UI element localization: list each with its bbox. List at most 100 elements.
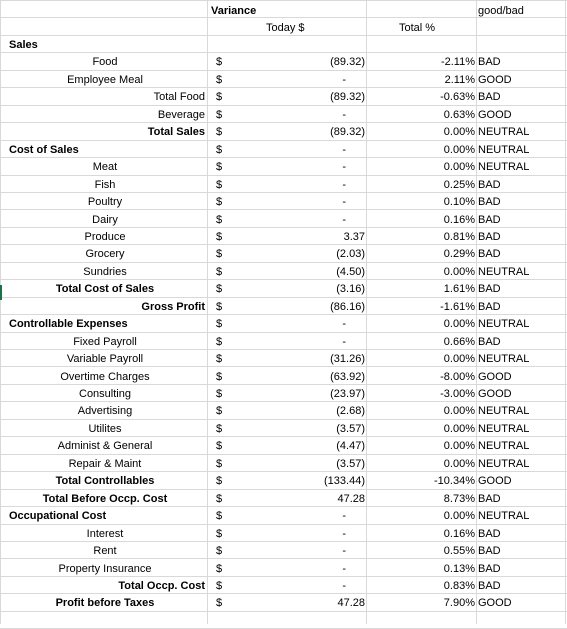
currency-symbol[interactable]: $	[216, 109, 223, 121]
status-label[interactable]	[478, 37, 563, 54]
row-label[interactable]: Total Sales	[147, 126, 205, 138]
total-percent[interactable]: 0.00%	[443, 405, 475, 417]
currency-symbol[interactable]: $	[216, 353, 223, 365]
currency-symbol[interactable]: $	[216, 231, 223, 243]
status-label[interactable]: BAD	[478, 563, 501, 575]
currency-symbol[interactable]: $	[216, 545, 223, 557]
row-label[interactable]: Property Insurance	[58, 563, 152, 575]
total-percent[interactable]: 7.90%	[443, 597, 475, 609]
variance-amount[interactable]: (133.44)	[324, 475, 365, 487]
header-today[interactable]: Today $	[266, 22, 305, 34]
total-percent[interactable]: 0.00%	[443, 126, 475, 138]
row-label[interactable]: Food	[92, 56, 118, 68]
variance-amount[interactable]: -	[342, 74, 346, 86]
currency-symbol[interactable]: $	[216, 56, 223, 68]
currency-symbol[interactable]: $	[216, 475, 223, 487]
status-label[interactable]: GOOD	[478, 597, 512, 609]
currency-symbol[interactable]: $	[216, 336, 223, 348]
variance-amount[interactable]: (89.32)	[330, 56, 365, 68]
variance-amount[interactable]: -	[342, 563, 346, 575]
status-label[interactable]: BAD	[478, 179, 501, 191]
row-label[interactable]: Fixed Payroll	[73, 336, 137, 348]
total-percent[interactable]: -8.00%	[440, 371, 475, 383]
total-percent[interactable]: 0.66%	[443, 336, 475, 348]
status-label[interactable]: NEUTRAL	[478, 126, 530, 138]
variance-amount[interactable]: (3.16)	[336, 283, 365, 295]
total-percent[interactable]: 0.00%	[443, 161, 475, 173]
currency-symbol[interactable]: $	[216, 214, 223, 226]
variance-amount[interactable]: (3.57)	[336, 458, 365, 470]
currency-symbol[interactable]: $	[216, 144, 223, 156]
total-percent[interactable]: 0.00%	[443, 144, 475, 156]
variance-amount[interactable]: (4.50)	[336, 266, 365, 278]
currency-symbol[interactable]: $	[216, 248, 223, 260]
currency-symbol[interactable]: $	[216, 440, 223, 452]
total-percent[interactable]: 0.00%	[443, 423, 475, 435]
row-label[interactable]: Controllable Expenses	[9, 318, 128, 330]
row-label[interactable]: Gross Profit	[141, 301, 205, 313]
currency-symbol[interactable]: $	[216, 405, 223, 417]
status-label[interactable]: BAD	[478, 580, 501, 592]
variance-amount[interactable]: (2.68)	[336, 405, 365, 417]
row-label[interactable]: Occupational Cost	[9, 510, 107, 522]
currency-symbol[interactable]: $	[216, 563, 223, 575]
currency-symbol[interactable]	[216, 37, 228, 54]
variance-amount[interactable]: -	[342, 318, 346, 330]
currency-symbol[interactable]: $	[216, 161, 223, 173]
total-percent[interactable]: 0.63%	[443, 109, 475, 121]
total-percent[interactable]: 0.55%	[443, 545, 475, 557]
row-label[interactable]: Interest	[86, 528, 124, 540]
status-label[interactable]: NEUTRAL	[478, 440, 530, 452]
currency-symbol[interactable]: $	[216, 580, 223, 592]
status-label[interactable]: BAD	[478, 545, 501, 557]
variance-amount[interactable]: -	[342, 214, 346, 226]
status-label[interactable]: GOOD	[478, 371, 512, 383]
status-label[interactable]: BAD	[478, 528, 501, 540]
currency-symbol[interactable]: $	[216, 301, 223, 313]
total-percent[interactable]: 0.25%	[443, 179, 475, 191]
row-label[interactable]: Total Food	[153, 91, 205, 103]
total-percent[interactable]: 0.00%	[443, 266, 475, 278]
row-label[interactable]: Grocery	[85, 248, 125, 260]
status-label[interactable]: BAD	[478, 91, 501, 103]
status-label[interactable]: GOOD	[478, 475, 512, 487]
total-percent[interactable]: -0.63%	[440, 91, 475, 103]
variance-amount[interactable]: 3.37	[343, 231, 365, 243]
row-label[interactable]: Total Before Occp. Cost	[42, 493, 168, 505]
currency-symbol[interactable]: $	[216, 318, 223, 330]
variance-amount[interactable]: (3.57)	[336, 423, 365, 435]
status-label[interactable]: BAD	[478, 301, 501, 313]
row-label[interactable]: Profit before Taxes	[55, 597, 155, 609]
status-label[interactable]: BAD	[478, 214, 501, 226]
status-label[interactable]: GOOD	[478, 388, 512, 400]
variance-amount[interactable]: (63.92)	[330, 371, 365, 383]
row-label[interactable]: Dairy	[92, 214, 118, 226]
row-label[interactable]: Meat	[92, 161, 118, 173]
status-label[interactable]: BAD	[478, 231, 501, 243]
status-label[interactable]: NEUTRAL	[478, 510, 530, 522]
currency-symbol[interactable]: $	[216, 371, 223, 383]
variance-amount[interactable]: (89.32)	[330, 126, 365, 138]
status-label[interactable]: GOOD	[478, 109, 512, 121]
total-percent[interactable]: 0.00%	[443, 510, 475, 522]
variance-amount[interactable]: -	[342, 528, 346, 540]
row-label[interactable]: Total Controllables	[55, 475, 155, 487]
total-percent[interactable]: 0.83%	[443, 580, 475, 592]
header-good-bad[interactable]: good/bad	[478, 5, 524, 17]
total-percent[interactable]: 0.00%	[443, 440, 475, 452]
row-label[interactable]: Overtime Charges	[60, 371, 150, 383]
row-label[interactable]: Sales	[9, 39, 38, 51]
row-label[interactable]: Advertising	[77, 405, 133, 417]
status-label[interactable]: NEUTRAL	[478, 405, 530, 417]
currency-symbol[interactable]: $	[216, 196, 223, 208]
variance-amount[interactable]: (86.16)	[330, 301, 365, 313]
status-label[interactable]: NEUTRAL	[478, 423, 530, 435]
status-label[interactable]: NEUTRAL	[478, 144, 530, 156]
row-label[interactable]: Employee Meal	[67, 74, 143, 86]
currency-symbol[interactable]: $	[216, 266, 223, 278]
row-label[interactable]: Utilites	[88, 423, 122, 435]
row-label[interactable]: Beverage	[157, 109, 205, 121]
variance-amount[interactable]: -	[342, 336, 346, 348]
row-label[interactable]: Total Occp. Cost	[118, 580, 205, 592]
total-percent[interactable]: 0.29%	[443, 248, 475, 260]
